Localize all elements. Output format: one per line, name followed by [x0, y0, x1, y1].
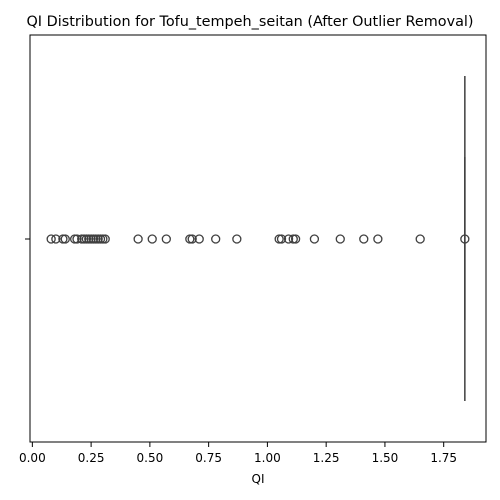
x-tick-label: 0.25 [78, 451, 105, 465]
x-axis: 0.00 0.25 0.50 0.75 1.00 1.25 1.50 1.75 [19, 442, 457, 465]
outlier-point [161, 234, 171, 244]
outlier-point [147, 234, 157, 244]
x-tick-label: 0.75 [195, 451, 222, 465]
x-tick-label: 1.25 [313, 451, 340, 465]
plot-area-frame [29, 34, 487, 443]
chart-title: QI Distribution for Tofu_tempeh_seitan (… [26, 14, 473, 30]
outlier-point [460, 234, 470, 244]
x-tick-label: 1.50 [372, 451, 399, 465]
outlier-point [100, 234, 110, 244]
outlier-point [232, 234, 242, 244]
outlier-point [335, 234, 345, 244]
x-axis-label: QI [252, 472, 265, 486]
x-tick-label: 0.00 [19, 451, 46, 465]
outlier-point [415, 234, 425, 244]
outlier-point [283, 234, 294, 244]
outlier-point [46, 234, 56, 244]
outlier-point [276, 234, 287, 244]
outlier-point [187, 234, 197, 244]
outlier-point [359, 234, 369, 244]
outlier-point [373, 234, 383, 244]
outlier-point [51, 234, 61, 244]
outlier-point [309, 234, 320, 244]
outlier-point [211, 234, 221, 244]
boxplot-marks [46, 76, 470, 401]
x-tick-label: 1.00 [254, 451, 281, 465]
outlier-point [290, 234, 301, 244]
outlier-point [133, 234, 143, 244]
x-tick-label: 1.75 [430, 451, 457, 465]
outlier-point [194, 234, 204, 244]
x-tick-label: 0.50 [137, 451, 164, 465]
outlier-point [60, 234, 70, 244]
outlier-point [72, 234, 82, 244]
